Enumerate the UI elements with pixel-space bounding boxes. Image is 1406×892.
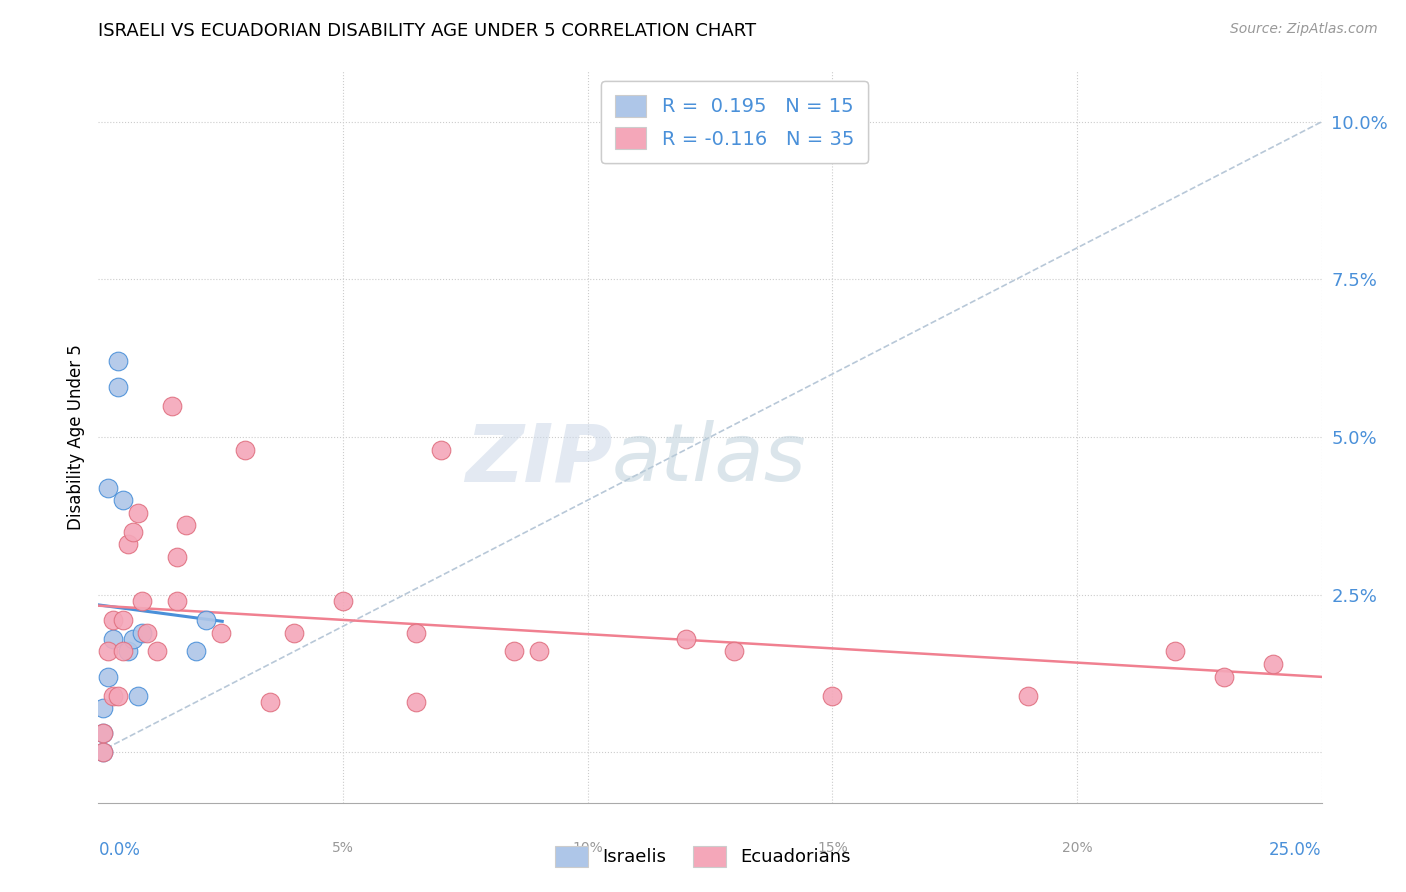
Point <box>111 644 134 658</box>
Point <box>405 695 427 709</box>
Legend: R =  0.195   N = 15, R = -0.116   N = 35: R = 0.195 N = 15, R = -0.116 N = 35 <box>602 81 868 163</box>
Point <box>91 726 114 740</box>
Point <box>107 689 129 703</box>
Point <box>430 442 453 457</box>
Point <box>259 695 281 709</box>
Text: Source: ZipAtlas.com: Source: ZipAtlas.com <box>1230 22 1378 37</box>
Point <box>127 689 149 703</box>
Point <box>91 745 114 759</box>
Text: atlas: atlas <box>612 420 807 498</box>
Point <box>97 644 120 658</box>
Point <box>160 399 183 413</box>
Point <box>121 632 143 646</box>
Point <box>127 506 149 520</box>
Point <box>527 644 550 658</box>
Point <box>1212 670 1234 684</box>
Point <box>233 442 256 457</box>
Point <box>186 644 208 658</box>
Point <box>91 701 114 715</box>
Text: ISRAELI VS ECUADORIAN DISABILITY AGE UNDER 5 CORRELATION CHART: ISRAELI VS ECUADORIAN DISABILITY AGE UND… <box>98 22 756 40</box>
Point <box>1017 689 1039 703</box>
Text: 25.0%: 25.0% <box>1270 840 1322 859</box>
Point <box>332 594 354 608</box>
Point <box>166 549 188 564</box>
Point <box>97 670 120 684</box>
Point <box>97 481 120 495</box>
Point <box>121 524 143 539</box>
Point <box>723 644 745 658</box>
Point <box>195 613 218 627</box>
Point <box>91 726 114 740</box>
Point <box>111 493 134 508</box>
Text: 0.0%: 0.0% <box>98 840 141 859</box>
Point <box>675 632 697 646</box>
Point <box>1261 657 1284 671</box>
Point <box>117 537 139 551</box>
Point <box>503 644 526 658</box>
Point <box>405 625 427 640</box>
Point <box>101 689 124 703</box>
Point <box>209 625 232 640</box>
Legend: Israelis, Ecuadorians: Israelis, Ecuadorians <box>548 838 858 874</box>
Text: 20%: 20% <box>1062 840 1092 855</box>
Point <box>131 594 153 608</box>
Text: 5%: 5% <box>332 840 354 855</box>
Point <box>136 625 159 640</box>
Point <box>166 594 188 608</box>
Point <box>117 644 139 658</box>
Point <box>131 625 153 640</box>
Point <box>146 644 169 658</box>
Point <box>176 518 198 533</box>
Point <box>1164 644 1187 658</box>
Text: ZIP: ZIP <box>465 420 612 498</box>
Point <box>91 745 114 759</box>
Point <box>107 379 129 393</box>
Text: 15%: 15% <box>817 840 848 855</box>
Text: 10%: 10% <box>572 840 603 855</box>
Point <box>283 625 305 640</box>
Point <box>101 613 124 627</box>
Point <box>107 354 129 368</box>
Point <box>101 632 124 646</box>
Point <box>111 613 134 627</box>
Point <box>821 689 844 703</box>
Y-axis label: Disability Age Under 5: Disability Age Under 5 <box>66 344 84 530</box>
